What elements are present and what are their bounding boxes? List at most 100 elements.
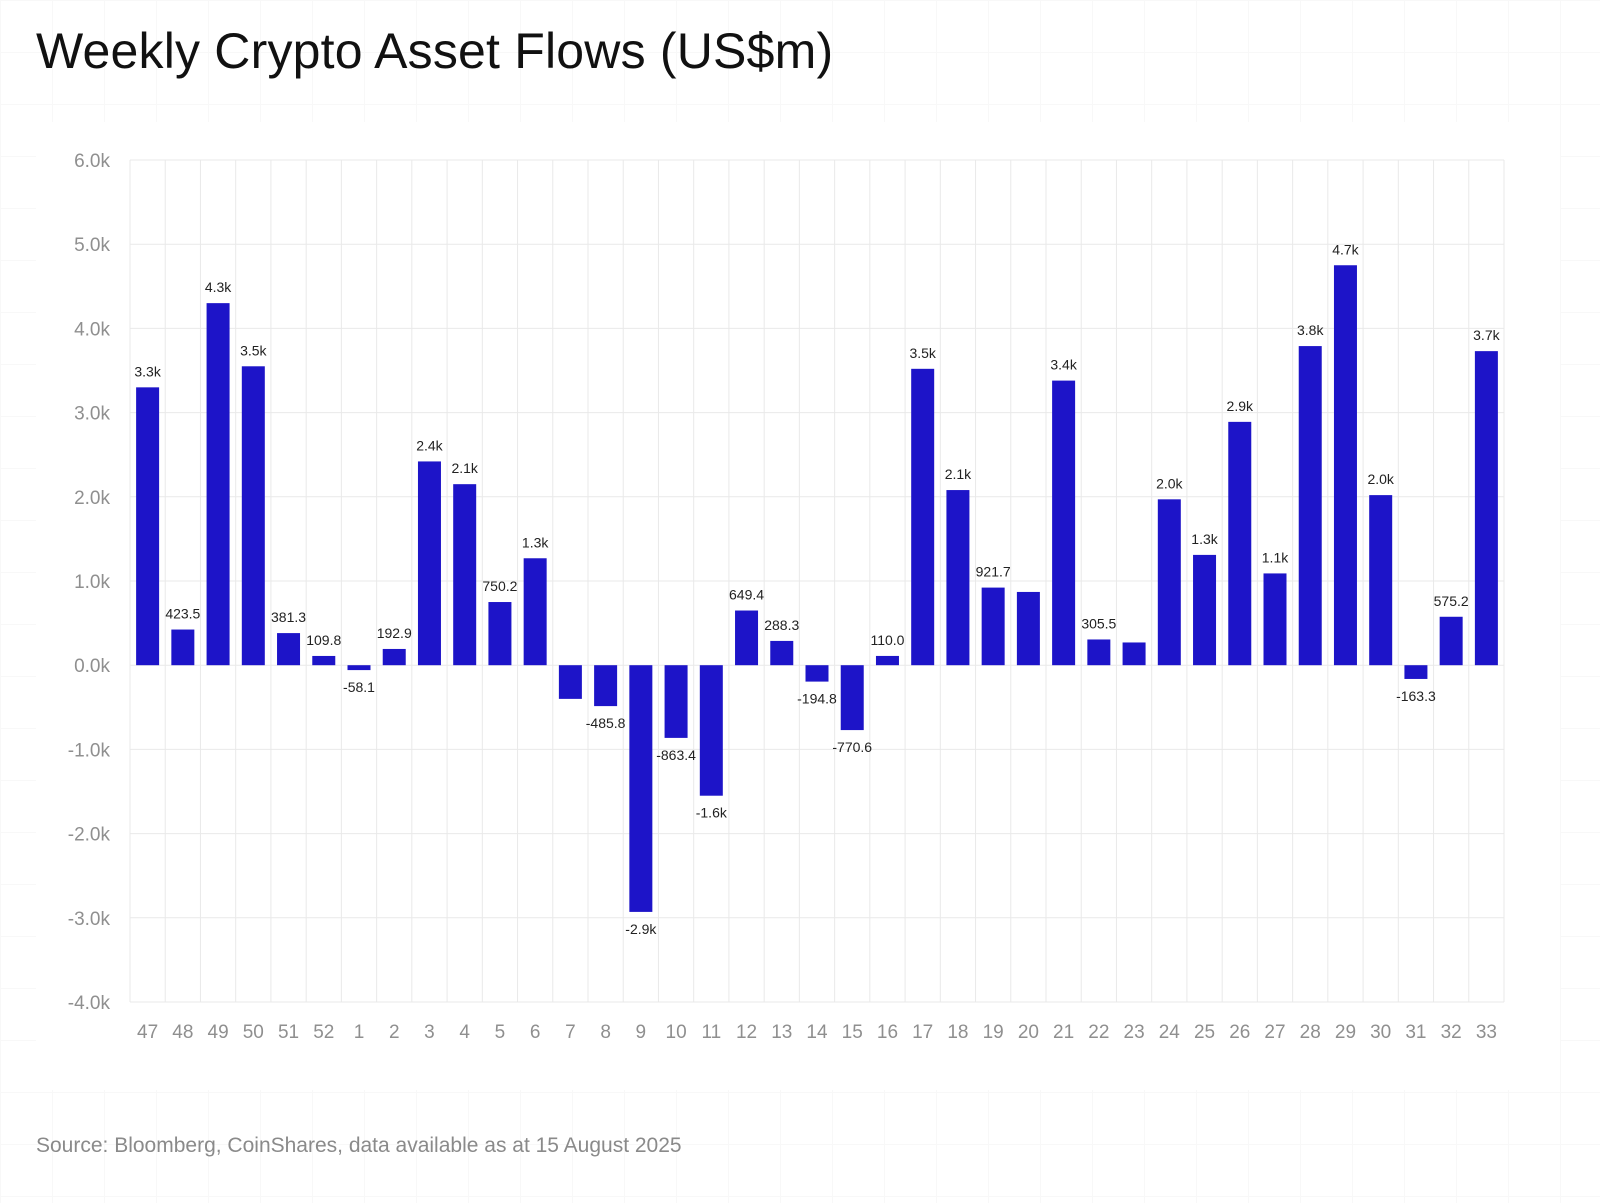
data-label: 2.1k xyxy=(451,460,478,476)
x-tick-label: 22 xyxy=(1088,1022,1109,1043)
bar xyxy=(558,665,582,699)
y-tick-label: -3.0k xyxy=(68,909,111,930)
bar xyxy=(875,655,899,666)
x-tick-label: 24 xyxy=(1159,1022,1181,1043)
x-tick-label: 18 xyxy=(947,1022,968,1043)
bar xyxy=(417,461,441,666)
x-tick-label: 20 xyxy=(1018,1022,1039,1043)
y-tick-label: 4.0k xyxy=(74,319,110,340)
y-tick-label: 3.0k xyxy=(74,404,110,425)
data-label: 4.7k xyxy=(1332,241,1359,257)
data-label: -485.8 xyxy=(586,715,626,731)
data-label: 1.3k xyxy=(522,534,549,550)
bar xyxy=(805,665,829,682)
data-label: -2.9k xyxy=(625,921,657,937)
x-tick-label: 11 xyxy=(701,1022,721,1043)
x-tick-label: 21 xyxy=(1053,1022,1074,1043)
bar xyxy=(1228,421,1252,666)
bar xyxy=(206,303,230,666)
bar xyxy=(981,587,1005,666)
x-tick-label: 14 xyxy=(806,1022,828,1043)
data-label: 381.3 xyxy=(271,609,306,625)
bar xyxy=(241,366,265,666)
x-tick-label: 4 xyxy=(459,1022,470,1043)
x-tick-label: 10 xyxy=(666,1022,687,1043)
x-tick-label: 25 xyxy=(1194,1022,1215,1043)
bar xyxy=(840,665,864,731)
x-tick-label: 33 xyxy=(1476,1022,1497,1043)
x-tick-label: 28 xyxy=(1300,1022,1321,1043)
x-tick-label: 7 xyxy=(565,1022,576,1043)
x-tick-label: 27 xyxy=(1264,1022,1285,1043)
data-label: 750.2 xyxy=(482,578,517,594)
data-label: 2.9k xyxy=(1227,398,1254,414)
data-label: 2.0k xyxy=(1367,471,1394,487)
bar-chart: 6.0k 5.0k 4.0k 3.0k 2.0k 1.0k 0.0k -1.0k -2.0k -3… xyxy=(68,151,1505,1043)
bar xyxy=(699,665,723,796)
y-axis-ticks: 6.0k 5.0k 4.0k 3.0k 2.0k 1.0k 0.0k -1.0k -2.0k -3… xyxy=(68,151,111,1014)
chart-title: Weekly Crypto Asset Flows (US$m) xyxy=(36,23,834,79)
x-tick-label: 31 xyxy=(1405,1022,1426,1043)
x-tick-label: 12 xyxy=(736,1022,757,1043)
bar xyxy=(277,633,301,666)
y-tick-label: 6.0k xyxy=(74,151,110,172)
x-tick-label: 30 xyxy=(1370,1022,1391,1043)
y-tick-label: 0.0k xyxy=(74,656,110,677)
bar xyxy=(946,490,970,666)
data-label: 3.5k xyxy=(240,342,267,358)
source-note: Source: Bloomberg, CoinShares, data avai… xyxy=(36,1134,682,1157)
data-label: 649.4 xyxy=(729,587,764,603)
bar xyxy=(1298,346,1322,666)
data-label: -163.3 xyxy=(1396,688,1436,704)
bar xyxy=(453,484,477,666)
data-label: 110.0 xyxy=(870,632,904,648)
bar xyxy=(488,602,512,666)
x-tick-label: 29 xyxy=(1335,1022,1356,1043)
bar xyxy=(735,610,759,666)
bar xyxy=(382,648,406,666)
data-label: 3.7k xyxy=(1473,327,1500,343)
x-axis-ticks: 47 48 49 50 51 52 1 2 3 4 5 6 7 8 9 10 11 12 13 14 15 16 17 18 1… xyxy=(137,1022,1497,1043)
data-label: 2.4k xyxy=(416,437,443,453)
data-label: 3.3k xyxy=(134,363,161,379)
data-label: 423.5 xyxy=(165,606,200,622)
x-tick-label: 2 xyxy=(389,1022,400,1043)
bar xyxy=(1474,351,1498,666)
bar xyxy=(1052,380,1076,666)
bar xyxy=(594,665,618,707)
data-label: -1.6k xyxy=(696,805,728,821)
y-tick-label: -1.0k xyxy=(68,740,111,761)
data-label: 3.8k xyxy=(1297,322,1324,338)
x-tick-label: 1 xyxy=(354,1022,365,1043)
bar xyxy=(136,387,160,666)
bar xyxy=(664,665,688,738)
bar xyxy=(1087,639,1111,666)
data-label: -770.6 xyxy=(832,739,872,755)
x-tick-label: 48 xyxy=(172,1022,193,1043)
data-label: 575.2 xyxy=(1434,593,1469,609)
x-tick-label: 6 xyxy=(530,1022,541,1043)
x-tick-label: 32 xyxy=(1441,1022,1462,1043)
y-tick-label: 1.0k xyxy=(74,572,110,593)
data-label: -194.8 xyxy=(797,691,837,707)
data-label: 3.5k xyxy=(909,345,936,361)
y-tick-label: 2.0k xyxy=(74,488,110,509)
bar xyxy=(911,368,935,666)
x-tick-label: 9 xyxy=(636,1022,647,1043)
bar xyxy=(312,655,336,666)
data-label: -863.4 xyxy=(656,747,696,763)
data-label: 4.3k xyxy=(205,279,232,295)
y-tick-label: -2.0k xyxy=(68,825,111,846)
bar xyxy=(1122,642,1146,666)
y-tick-label: -4.0k xyxy=(68,993,111,1014)
data-label: 305.5 xyxy=(1081,615,1116,631)
data-label: 921.7 xyxy=(976,564,1011,580)
bar xyxy=(1333,265,1357,666)
data-label: -58.1 xyxy=(343,679,375,695)
x-tick-label: 49 xyxy=(208,1022,229,1043)
data-label: 192.9 xyxy=(377,625,412,641)
x-tick-label: 3 xyxy=(424,1022,435,1043)
bar xyxy=(171,629,195,666)
grid-lines xyxy=(129,159,1505,1003)
